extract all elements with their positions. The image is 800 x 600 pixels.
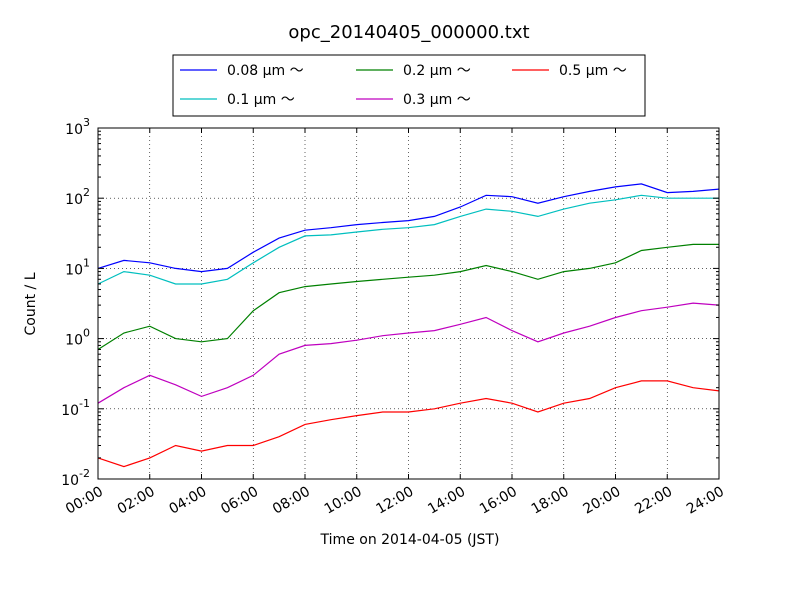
legend-label: 0.2 μm ～ — [403, 63, 471, 79]
x-tick-labels: 00:00 02:00 04:00 06:00 08:00 10:00 12:00 14:00… — [63, 484, 727, 518]
x-tick-label: 08:00 — [270, 484, 313, 518]
legend-label: 0.5 μm ～ — [559, 63, 627, 79]
legend-frame — [172, 54, 646, 117]
series-line — [97, 380, 720, 468]
series-line — [97, 243, 719, 351]
y-tick-label: 100 — [65, 327, 90, 349]
y-tick-label: 103 — [65, 116, 90, 138]
y-axis-label: Count / L — [23, 272, 39, 335]
x-tick-label: 12:00 — [374, 484, 417, 518]
series-line — [97, 194, 719, 285]
series-line — [97, 183, 720, 273]
legend-label: 0.1 μm ～ — [227, 92, 295, 108]
legend: 0.08 μm ～ 0.1 μm ～ 0.2 μm ～ 0.3 μm ～ 0.5 μm … — [172, 54, 646, 117]
y-tick-labels: 10-2 10-1 100 101 102 103 — [61, 116, 90, 489]
x-tick-label: 10:00 — [322, 484, 365, 518]
x-tick-label: 06:00 — [218, 484, 261, 518]
legend-entries: 0.08 μm ～ 0.1 μm ～ 0.2 μm ～ 0.3 μm ～ 0.5 μm … — [180, 63, 627, 108]
x-tick-label: 02:00 — [115, 484, 158, 518]
legend-label: 0.3 μm ～ — [403, 92, 471, 108]
ticks — [97, 127, 720, 480]
series-line — [97, 302, 720, 404]
x-tick-label: 14:00 — [425, 484, 468, 518]
series-layer — [97, 183, 720, 468]
chart-title: opc_20140405_000000.txt — [288, 22, 529, 43]
legend-label: 0.08 μm ～ — [227, 63, 304, 79]
x-tick-label: 22:00 — [632, 484, 675, 518]
x-axis-label: Time on 2014-04-05 (JST) — [320, 532, 500, 548]
y-tick-label: 10-1 — [61, 397, 90, 419]
x-tick-label: 04:00 — [167, 484, 210, 518]
x-tick-label: 20:00 — [581, 484, 624, 518]
y-tick-label: 102 — [65, 186, 90, 208]
x-tick-label: 18:00 — [529, 484, 572, 518]
x-tick-label: 16:00 — [477, 484, 520, 518]
x-tick-label: 24:00 — [684, 484, 727, 518]
grid — [98, 128, 719, 479]
y-tick-label: 101 — [65, 256, 90, 278]
y-tick-label: 10-2 — [61, 467, 90, 489]
